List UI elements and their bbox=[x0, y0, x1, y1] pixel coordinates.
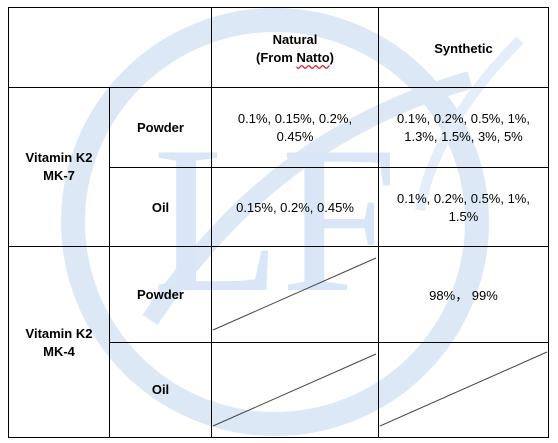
mk7-oil-natural: 0.15%, 0.2%, 0.45% bbox=[236, 200, 354, 215]
mk4-powder-synthetic: 98%， 99% bbox=[429, 288, 498, 303]
mk7-powder-natural-line2: 0.45% bbox=[276, 129, 314, 144]
mk7-powder-form: Powder bbox=[137, 120, 184, 135]
mk4-oil-synthetic-diagonal bbox=[379, 351, 548, 427]
mk4-powder-form: Powder bbox=[137, 287, 184, 302]
group-mk7-name-line1: Vitamin K2 bbox=[25, 150, 93, 165]
header-natural-line1: Natural bbox=[272, 32, 318, 47]
mk4-powder-natural-diagonal bbox=[212, 257, 377, 331]
watermark-text: LF bbox=[152, 104, 397, 336]
group-mk4-name-line1: Vitamin K2 bbox=[25, 326, 93, 341]
mk7-oil-synthetic-line1: 0.1%, 0.2%, 0.5%, 1%, bbox=[397, 191, 530, 206]
group-mk7-name-line2: MK-7 bbox=[43, 168, 75, 183]
group-mk4-name-line2: MK-4 bbox=[43, 344, 75, 359]
mk7-powder-synthetic-line1: 0.1%, 0.2%, 0.5%, 1%, bbox=[397, 111, 530, 126]
mk7-powder-synthetic-line2: 1.3%, 1.5%, 3%, 5% bbox=[404, 129, 523, 144]
mk7-powder-natural-line1: 0.1%, 0.15%, 0.2%, bbox=[237, 111, 353, 126]
mk4-oil-natural-diagonal bbox=[212, 353, 377, 427]
mk4-oil-synthetic-cell bbox=[378, 342, 549, 438]
mk4-oil-form: Oil bbox=[151, 382, 170, 397]
header-natural-line2: (From Natto) bbox=[255, 50, 334, 65]
mk7-powder-natural-cell: 0.1%, 0.15%, 0.2%, 0.45% bbox=[211, 87, 379, 168]
header-synthetic: Synthetic bbox=[434, 41, 493, 56]
mk7-oil-synthetic-line2: 1.5% bbox=[448, 209, 479, 224]
mk7-oil-form: Oil bbox=[151, 200, 170, 215]
